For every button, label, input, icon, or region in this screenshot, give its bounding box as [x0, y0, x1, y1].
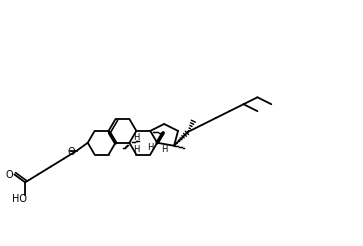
Text: H: H [147, 143, 154, 152]
Text: H: H [133, 133, 139, 142]
Text: H: H [133, 145, 139, 154]
Text: HO: HO [12, 194, 27, 204]
Text: H: H [161, 145, 167, 154]
Text: O: O [5, 170, 13, 180]
Text: O: O [67, 147, 75, 157]
